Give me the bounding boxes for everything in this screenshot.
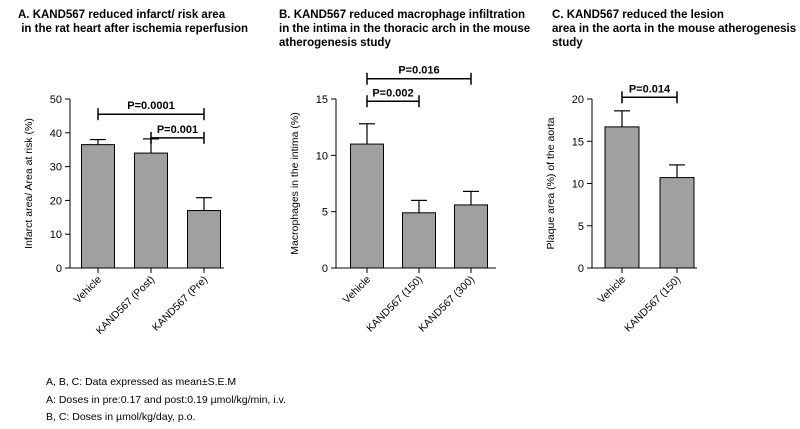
y-tick-label: 50 [50,94,62,106]
x-tick-label: KAND567 (Post) [94,274,157,337]
chart-panel-c: 0 5 10 15 20 Plaque area (%) of the aorta Vehi… [545,83,697,335]
panel-c-title: C. KAND567 reduced the lesion area in th… [552,9,797,49]
significance-label: P=0.001 [157,124,198,136]
x-tick-label: Vehicle [341,274,374,307]
footnote-data-expression: A, B, C: Data expressed as mean±S.E.M [46,376,237,388]
significance-label: P=0.002 [372,87,413,99]
y-axis-title: Macrophages in the intima (%) [289,112,301,254]
bar [350,143,384,269]
x-tick-label: Vehicle [72,274,105,307]
significance-label: P=0.016 [398,65,439,77]
bar [454,204,488,269]
footnote-doses-a: A: Doses in pre:0.17 and post:0.19 µmol/… [46,393,286,406]
bar [134,152,168,269]
bar [402,212,436,269]
panel-a-title: A. KAND567 reduced infarct/ risk area in… [18,9,249,35]
y-tick-label: 5 [578,221,584,233]
footnote-doses-bc: B, C: Doses in µmol/kg/day, p.o. [46,411,196,423]
y-tick-label: 0 [56,263,62,275]
x-tick-label: KAND567 (Pre) [150,274,210,334]
chart-panel-a: 0 10 20 30 40 50 Infarct area/ Area at risk (%… [23,94,224,337]
footnotes: A, B, C: Data expressed as mean±S.E.M A:… [46,374,286,427]
bar [81,144,115,269]
y-tick-label: 10 [316,150,328,162]
y-tick-label: 0 [578,263,584,275]
panel-b-title: B. KAND567 reduced macrophage infiltrati… [279,9,531,49]
y-axis-title: Infarct area/ Area at risk (%) [23,118,35,249]
y-axis-title: Plaque area (%) of the aorta [545,117,557,249]
bar [659,177,695,269]
bar [187,210,221,269]
chart-panel-b: 0 5 10 15 Macrophages in the intima (%) Vehic… [289,65,496,335]
y-tick-label: 10 [572,179,584,191]
y-tick-label: 30 [50,162,62,174]
x-tick-label: KAND567 (300) [416,274,477,335]
y-tick-label: 10 [50,229,62,241]
y-tick-label: 15 [572,136,584,148]
y-tick-label: 20 [572,94,584,106]
bar [604,126,640,269]
y-tick-label: 20 [50,195,62,207]
y-tick-label: 40 [50,128,62,140]
y-tick-label: 5 [322,207,328,219]
y-tick-label: 0 [322,263,328,275]
significance-label: P=0.014 [629,83,671,95]
y-tick-label: 15 [316,94,328,106]
significance-label: P=0.0001 [127,100,174,112]
x-tick-label: Vehicle [596,274,629,307]
x-tick-label: KAND567 (150) [622,274,683,335]
